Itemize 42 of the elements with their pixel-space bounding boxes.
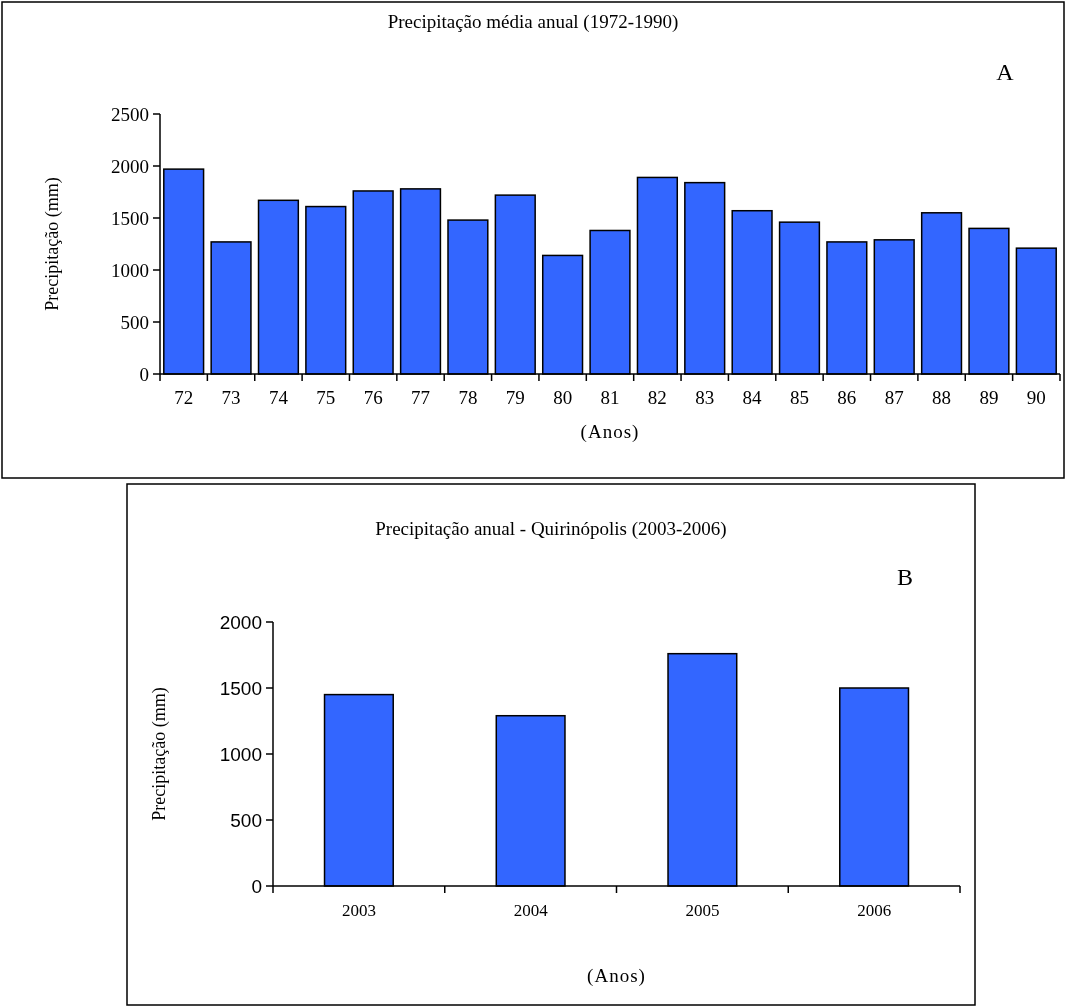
x-tick-label: 90 xyxy=(1026,387,1046,408)
x-tick-label: 85 xyxy=(789,387,809,408)
x-axis-title: (Anos) xyxy=(587,965,646,987)
text: B xyxy=(896,564,914,590)
x-tick-label: 79 xyxy=(505,387,525,408)
x-tick-label: 86 xyxy=(837,387,857,408)
y-tick-label: 0 xyxy=(139,363,149,385)
x-tick-label: 2004 xyxy=(513,901,549,920)
x-tick-label: 87 xyxy=(884,387,904,408)
x-tick-label: 84 xyxy=(742,387,763,408)
x-tick-label: 76 xyxy=(363,387,383,408)
x-tick-label: 73 xyxy=(221,387,241,408)
y-tick-label: 500 xyxy=(120,311,149,333)
y-tick-label: 2500 xyxy=(111,103,149,125)
text: A xyxy=(996,59,1015,85)
chart-title: Precipitação anual - Quirinópolis (2003-2006) xyxy=(375,518,727,540)
x-tick-label: 77 xyxy=(411,387,431,408)
y-tick-label: 1500 xyxy=(219,677,262,699)
x-axis-title: (Anos) xyxy=(580,421,640,443)
x-tick-label: 78 xyxy=(458,387,478,408)
x-tick-label: 88 xyxy=(932,387,952,408)
y-axis-title: Precipitação (mm) xyxy=(149,687,170,821)
y-tick-label: 0 xyxy=(251,875,262,897)
x-tick-label: 74 xyxy=(268,387,289,408)
y-tick-label: 500 xyxy=(230,809,262,831)
y-tick-label: 1000 xyxy=(111,259,149,281)
x-tick-label: 81 xyxy=(600,387,620,408)
y-tick-label: 1000 xyxy=(219,743,262,765)
x-tick-label: 82 xyxy=(647,387,667,408)
y-tick-label: 2000 xyxy=(219,611,262,633)
chart-title: Precipitação média anual (1972-1990) xyxy=(387,11,679,33)
x-tick-label: 83 xyxy=(695,387,715,408)
x-tick-label: 72 xyxy=(174,387,194,408)
x-tick-label: 80 xyxy=(553,387,573,408)
y-axis-title: Precipitação (mm) xyxy=(42,177,63,311)
x-tick-label: 75 xyxy=(316,387,336,408)
y-tick-label: 1500 xyxy=(111,207,149,229)
x-tick-label: 2005 xyxy=(685,901,720,920)
y-tick-label: 2000 xyxy=(111,155,149,177)
x-tick-label: 2006 xyxy=(857,901,892,920)
x-tick-label: 2003 xyxy=(341,901,376,920)
x-tick-label: 89 xyxy=(979,387,999,408)
